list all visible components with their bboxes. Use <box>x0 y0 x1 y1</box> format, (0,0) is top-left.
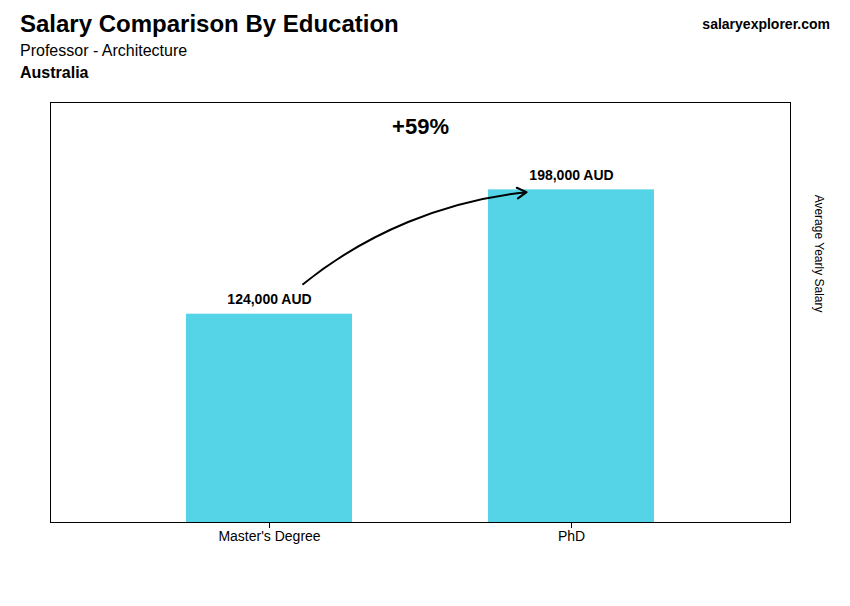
svg-text:Master's Degree: Master's Degree <box>218 528 320 544</box>
html-text:Australia: Australia <box>20 64 89 81</box>
html-text:salaryexplorer.com: salaryexplorer.com <box>702 16 830 32</box>
svg-text:+59%: +59% <box>392 114 449 139</box>
svg-text:PhD: PhD <box>558 528 585 544</box>
svg-text:124,000 AUD: 124,000 AUD <box>227 291 311 307</box>
html-text:Professor - Architecture: Professor - Architecture <box>20 42 188 59</box>
svg-text:198,000 AUD: 198,000 AUD <box>529 167 613 183</box>
svg-text:Average Yearly Salary: Average Yearly Salary <box>812 195 826 313</box>
html-text:Salary Comparison By Education: Salary Comparison By Education <box>20 10 399 37</box>
